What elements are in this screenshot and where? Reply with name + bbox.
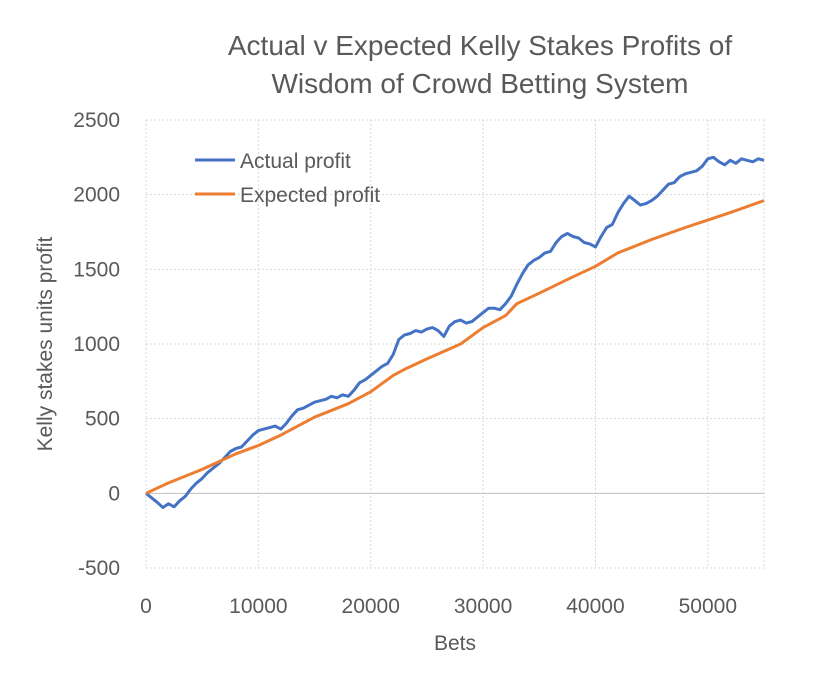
- x-tick-label: 0: [140, 595, 152, 618]
- x-tick-label: 20000: [342, 595, 400, 618]
- x-axis-title: Bets: [434, 632, 476, 655]
- y-tick-label: -500: [78, 557, 120, 580]
- y-tick-label: 500: [85, 408, 120, 431]
- series-lines: [145, 155, 765, 509]
- y-tick-label: 2000: [73, 184, 120, 207]
- y-tick-label: 1500: [73, 258, 120, 281]
- gridlines: [145, 119, 765, 569]
- y-tick-label: 1000: [73, 333, 120, 356]
- chart-title-line-1: Actual v Expected Kelly Stakes Profits o…: [228, 30, 732, 61]
- x-axis-ticks: 0 10000 20000 30000 40000 50000: [140, 595, 737, 618]
- legend-label-actual: Actual profit: [240, 150, 351, 173]
- legend: Actual profit Expected profit: [195, 150, 380, 207]
- x-tick-label: 30000: [454, 595, 512, 618]
- expected-profit-line: [145, 199, 765, 495]
- actual-profit-line: [145, 155, 765, 509]
- legend-label-expected: Expected profit: [240, 184, 380, 207]
- x-tick-label: 50000: [679, 595, 737, 618]
- y-axis-title: Kelly stakes units profit: [34, 236, 57, 451]
- chart-title-line-2: Wisdom of Crowd Betting System: [271, 68, 688, 99]
- y-tick-label: 0: [108, 482, 120, 505]
- x-tick-label: 10000: [229, 595, 287, 618]
- y-tick-label: 2500: [73, 109, 120, 132]
- y-axis-ticks: -500 0 500 1000 1500 2000 2500: [73, 109, 120, 580]
- x-tick-label: 40000: [566, 595, 624, 618]
